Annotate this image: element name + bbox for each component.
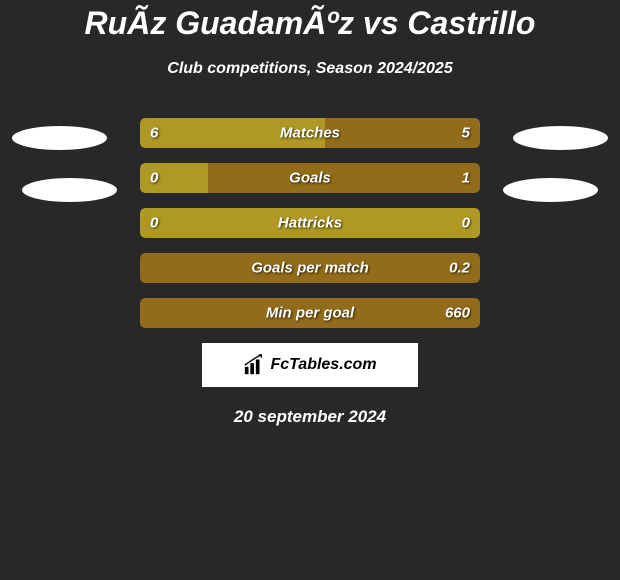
value-right: 0.2 — [449, 260, 470, 277]
logo-chart-icon — [243, 354, 265, 376]
bar-container: 6Matches5 — [140, 118, 480, 148]
stat-label: Matches — [140, 125, 480, 142]
logo-text: FcTables.com — [270, 356, 376, 374]
stat-row: Min per goal660 — [0, 298, 620, 328]
stat-row: Goals per match0.2 — [0, 253, 620, 283]
stat-row: 0Goals1 — [0, 163, 620, 193]
bar-container: 0Hattricks0 — [140, 208, 480, 238]
value-right: 0 — [462, 215, 470, 232]
stat-row: 0Hattricks0 — [0, 208, 620, 238]
value-right: 660 — [445, 305, 470, 322]
stat-row: 6Matches5 — [0, 118, 620, 148]
stat-label: Hattricks — [140, 215, 480, 232]
bar-container: Goals per match0.2 — [140, 253, 480, 283]
bar-container: Min per goal660 — [140, 298, 480, 328]
subtitle: Club competitions, Season 2024/2025 — [0, 60, 620, 78]
date: 20 september 2024 — [0, 407, 620, 427]
logo-box[interactable]: FcTables.com — [202, 343, 418, 387]
stat-label: Min per goal — [140, 305, 480, 322]
bar-container: 0Goals1 — [140, 163, 480, 193]
value-right: 5 — [462, 125, 470, 142]
value-right: 1 — [462, 170, 470, 187]
stat-label: Goals — [140, 170, 480, 187]
comparison-title: RuÃ­z GuadamÃºz vs Castrillo — [0, 5, 620, 42]
stat-label: Goals per match — [140, 260, 480, 277]
